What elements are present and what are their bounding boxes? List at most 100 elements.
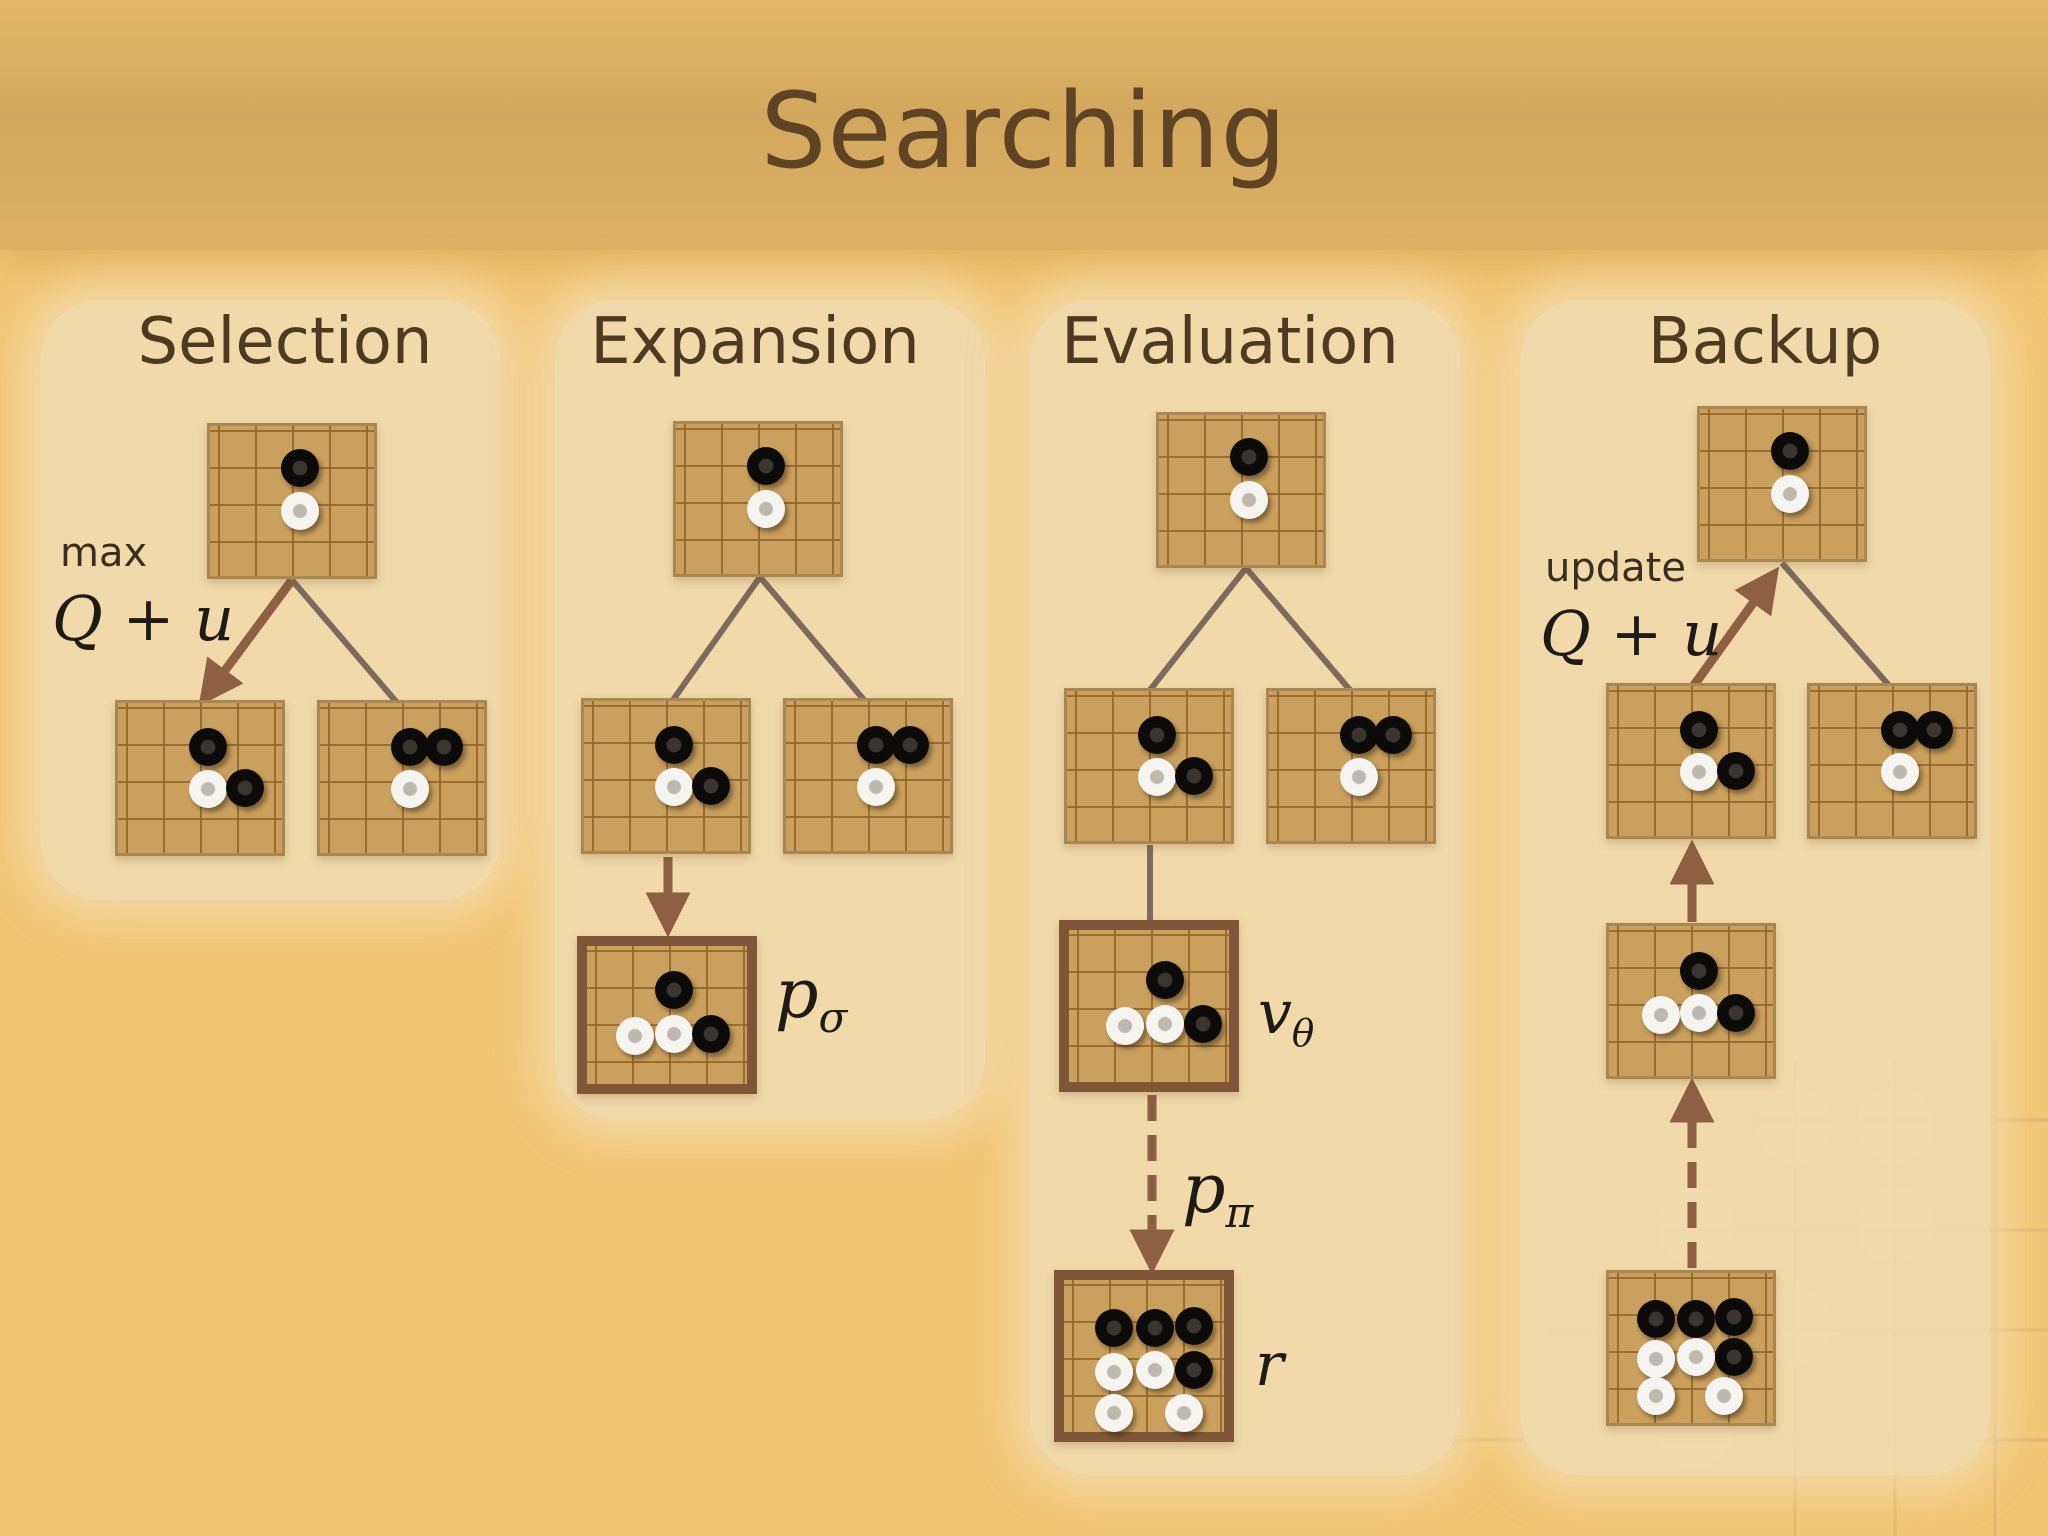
black-stone-icon xyxy=(1184,1005,1222,1043)
black-stone-icon xyxy=(1915,711,1953,749)
white-stone-icon xyxy=(1136,1351,1174,1389)
black-stone-icon xyxy=(425,728,463,766)
black-stone-icon xyxy=(655,971,693,1009)
white-stone-icon xyxy=(1637,1340,1675,1378)
black-stone-icon xyxy=(1138,716,1176,754)
white-stone-icon xyxy=(1230,481,1268,519)
black-stone-icon xyxy=(1677,1300,1715,1338)
black-stone-icon xyxy=(1715,1298,1753,1336)
expanded-node-board xyxy=(577,936,757,1094)
white-stone-icon xyxy=(1680,753,1718,791)
white-stone-icon xyxy=(1165,1394,1203,1432)
black-stone-icon xyxy=(391,728,429,766)
stage-title-backup: Backup xyxy=(1647,305,1883,379)
update-label: update xyxy=(1545,545,1686,591)
white-stone-icon xyxy=(1680,994,1718,1032)
white-stone-icon xyxy=(1340,758,1378,796)
go-board-icon xyxy=(1606,683,1776,839)
go-board-icon xyxy=(1064,688,1234,844)
black-stone-icon xyxy=(692,1015,730,1053)
selection-q-plus-u-label: Q + u xyxy=(52,582,235,655)
go-board-icon xyxy=(1606,923,1776,1079)
black-stone-icon xyxy=(1881,711,1919,749)
white-stone-icon xyxy=(747,490,785,528)
slide-title: Searching xyxy=(760,70,1288,192)
white-stone-icon xyxy=(655,1015,693,1053)
white-stone-icon xyxy=(391,770,429,808)
go-board-icon xyxy=(673,421,843,577)
black-stone-icon xyxy=(1771,432,1809,470)
white-stone-icon xyxy=(655,768,693,806)
white-stone-icon xyxy=(1642,996,1680,1034)
black-stone-icon xyxy=(1175,757,1213,795)
black-stone-icon xyxy=(1095,1309,1133,1347)
black-stone-icon xyxy=(1340,716,1378,754)
white-stone-icon xyxy=(1146,1005,1184,1043)
go-board-icon xyxy=(1266,688,1436,844)
black-stone-icon xyxy=(1175,1307,1213,1345)
go-board-icon xyxy=(581,698,751,854)
r-label: r xyxy=(1255,1330,1284,1400)
max-label: max xyxy=(60,530,148,576)
black-stone-icon xyxy=(1374,716,1412,754)
white-stone-icon xyxy=(857,768,895,806)
black-stone-icon xyxy=(1680,952,1718,990)
white-stone-icon xyxy=(1881,753,1919,791)
value-network-board xyxy=(1059,920,1239,1092)
black-stone-icon xyxy=(747,447,785,485)
black-stone-icon xyxy=(1717,752,1755,790)
white-stone-icon xyxy=(1677,1338,1715,1376)
black-stone-icon xyxy=(1680,711,1718,749)
p-sigma-label: pσ xyxy=(775,955,848,1042)
black-stone-icon xyxy=(1136,1309,1174,1347)
black-stone-icon xyxy=(1175,1351,1213,1389)
stage-title-evaluation: Evaluation xyxy=(1061,305,1399,379)
white-stone-icon xyxy=(1095,1394,1133,1432)
expansion-edge-right xyxy=(757,575,873,709)
white-stone-icon xyxy=(1095,1353,1133,1391)
black-stone-icon xyxy=(226,769,264,807)
go-board-icon xyxy=(1697,406,1867,562)
backup-update-arrow xyxy=(1688,566,1780,691)
selection-edge-right xyxy=(289,578,408,714)
black-stone-icon xyxy=(1717,994,1755,1032)
white-stone-icon xyxy=(1771,475,1809,513)
go-board-icon xyxy=(1807,683,1977,839)
go-board-icon xyxy=(1606,1270,1776,1426)
white-stone-icon xyxy=(1705,1377,1743,1415)
p-pi-label: pπ xyxy=(1182,1150,1254,1237)
stage-title-expansion: Expansion xyxy=(590,305,920,379)
black-stone-icon xyxy=(1715,1338,1753,1376)
evaluation-edge-right xyxy=(1243,566,1353,692)
backup-q-plus-u-label: Q + u xyxy=(1540,597,1723,670)
selection-arrow xyxy=(198,577,296,707)
go-board-icon xyxy=(783,698,953,854)
title-band xyxy=(0,0,2048,250)
black-stone-icon xyxy=(655,726,693,764)
go-board-icon xyxy=(207,423,377,579)
black-stone-icon xyxy=(891,726,929,764)
backup-edge-right xyxy=(1779,561,1896,692)
v-theta-label: vθ xyxy=(1258,978,1315,1056)
black-stone-icon xyxy=(1230,438,1268,476)
black-stone-icon xyxy=(189,728,227,766)
white-stone-icon xyxy=(189,770,227,808)
white-stone-icon xyxy=(281,492,319,530)
white-stone-icon xyxy=(1138,758,1176,796)
evaluation-edge-left xyxy=(1147,566,1249,692)
black-stone-icon xyxy=(692,767,730,805)
expansion-edge-left xyxy=(665,575,763,709)
go-board-icon xyxy=(317,700,487,856)
white-stone-icon xyxy=(616,1017,654,1055)
black-stone-icon xyxy=(1146,961,1184,999)
black-stone-icon xyxy=(857,726,895,764)
go-board-icon xyxy=(1156,412,1326,568)
stage-title-selection: Selection xyxy=(137,305,433,379)
rollout-end-board xyxy=(1054,1270,1234,1442)
black-stone-icon xyxy=(281,449,319,487)
black-stone-icon xyxy=(1637,1300,1675,1338)
white-stone-icon xyxy=(1106,1007,1144,1045)
go-board-icon xyxy=(115,700,285,856)
